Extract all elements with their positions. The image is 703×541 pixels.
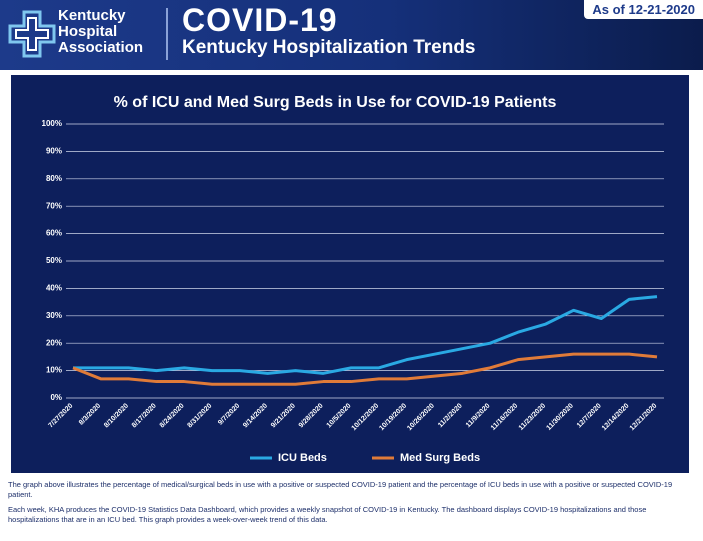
line-series [73,295,658,375]
y-tick-label: 100% [42,119,62,128]
legend-label: Med Surg Beds [400,452,480,464]
footer-paragraph: The graph above illustrates the percenta… [8,480,673,499]
chart-title: % of ICU and Med Surg Beds in Use for CO… [114,94,557,111]
logo-line: Association [58,39,144,56]
legend-label: ICU Beds [278,452,327,464]
header-title: COVID-19 [182,2,338,38]
header: Kentucky Hospital Association COVID-19 K… [0,0,703,70]
y-tick-label: 90% [46,147,62,156]
y-tick-label: 40% [46,284,62,293]
y-tick-label: 30% [46,311,62,320]
chart-panel [9,73,691,475]
y-tick-label: 70% [46,201,62,210]
divider [166,8,168,60]
line-series [72,352,658,386]
logo-line: Hospital [58,23,118,40]
y-tick-label: 80% [46,174,62,183]
footer-paragraph: Each week, KHA produces the COVID-19 Sta… [8,505,647,524]
date-badge: As of 12-21-2020 [584,0,703,19]
logo-text: Kentucky Hospital Association [58,8,143,56]
y-tick-label: 0% [50,393,62,402]
logo-line: Kentucky [58,7,126,24]
y-tick-label: 10% [46,366,62,375]
footer: The graph above illustrates the percenta… [8,480,688,530]
header-subtitle: Kentucky Hospitalization Trends [182,37,476,58]
logo-icon [8,10,56,58]
y-tick-label: 20% [46,338,62,347]
y-tick-label: 60% [46,229,62,238]
chart: % of ICU and Med Surg Beds in Use for CO… [9,73,691,475]
y-tick-label: 50% [46,256,62,265]
